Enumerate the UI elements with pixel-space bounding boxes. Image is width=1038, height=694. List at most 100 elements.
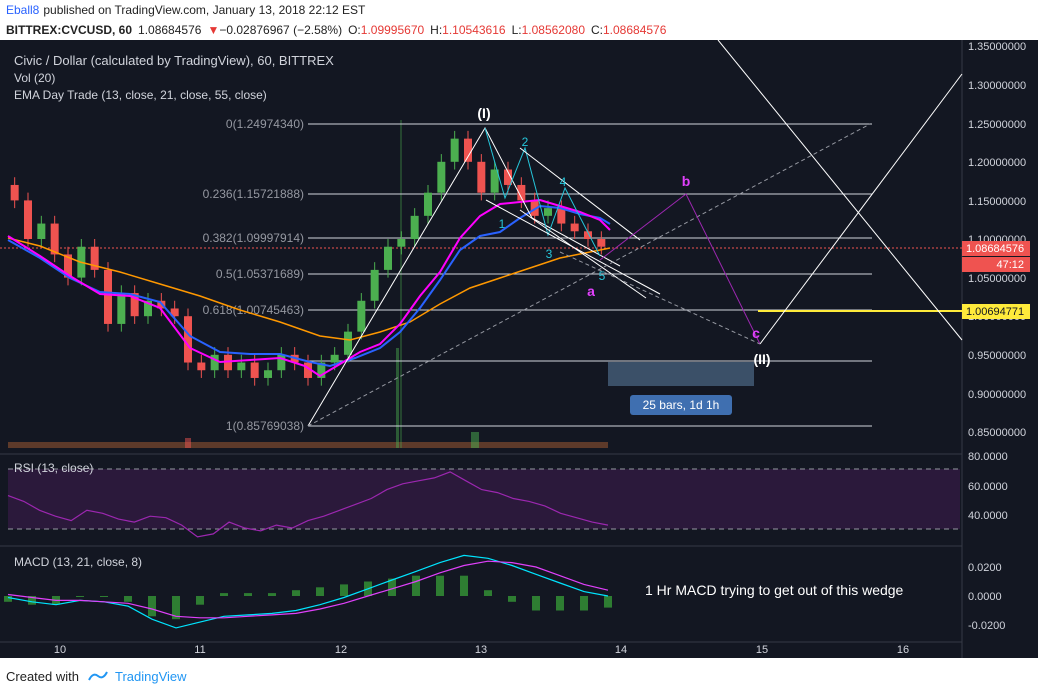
candle: [330, 354, 339, 363]
macd-legend: MACD (13, 21, close, 8): [14, 555, 142, 569]
low-value: 1.08562080: [521, 23, 585, 37]
volume-bars: [8, 120, 608, 448]
macd-hist-bar: [76, 596, 84, 597]
timer-tag-text: 47:12: [996, 259, 1024, 271]
last-price-tag-text: 1.08684576: [966, 243, 1024, 255]
rsi-line: [7, 471, 609, 538]
candle: [64, 254, 72, 278]
candle: [397, 239, 406, 247]
fib-label: 0.236(1.15721888): [203, 187, 304, 201]
macd-hist-bar: [100, 596, 108, 597]
measure-box[interactable]: [608, 362, 754, 386]
price-tick: 1.20000000: [968, 157, 1026, 169]
candle: [50, 223, 59, 255]
price-tick: 1.30000000: [968, 80, 1026, 92]
fib-label: 0(1.24974340): [226, 117, 304, 131]
price-tick: 1.25000000: [968, 119, 1026, 131]
wave-label-i: (I): [477, 105, 490, 121]
price-tick: 1.15000000: [968, 196, 1026, 208]
macd-hist-bar: [604, 596, 612, 608]
fib-retracement[interactable]: [308, 123, 872, 427]
macd-hist-bar: [148, 596, 156, 617]
candle: [184, 316, 192, 363]
price-tick: 1.35000000: [968, 41, 1026, 53]
time-tick: 13: [475, 644, 487, 656]
candle: [90, 246, 99, 270]
chart-area[interactable]: 0(1.24974340) 0.236(1.15721888) 0.382(1.…: [0, 39, 1038, 658]
candle: [424, 192, 432, 216]
macd-hist-bar: [196, 596, 204, 605]
candle: [317, 362, 326, 378]
candle: [197, 362, 206, 371]
subwave-label-3: 3: [546, 247, 553, 261]
macd-hist-bar: [388, 578, 396, 596]
time-tick: 16: [897, 644, 909, 656]
candle: [384, 246, 392, 270]
candle: [144, 300, 152, 317]
measure-label-box: [630, 395, 732, 415]
macd-pane[interactable]: [0, 548, 962, 642]
footer: Created with TradingView: [0, 658, 1038, 694]
candle: [490, 169, 499, 193]
candle: [410, 215, 419, 239]
subwave-line[interactable]: [484, 127, 601, 257]
wedge-mid-line[interactable]: [519, 209, 647, 299]
price-pane[interactable]: [0, 40, 962, 452]
rsi-tick: 60.0000: [968, 481, 1008, 493]
abc-correction-line[interactable]: [599, 193, 761, 345]
macd-hist-bar: [316, 587, 324, 596]
created-with-text: Created with: [6, 668, 79, 684]
macd-hist-bar: [124, 596, 132, 602]
candle: [597, 239, 606, 247]
price-tick: 0.85000000: [968, 427, 1026, 439]
ema21-line: [7, 204, 611, 368]
candle: [584, 231, 592, 239]
timer-tag: [962, 257, 1030, 272]
macd-hist-bar: [556, 596, 564, 611]
volume-base: [8, 442, 608, 448]
candle: [210, 354, 219, 371]
rsi-band: [8, 469, 960, 529]
fib-label: 0.5(1.05371689): [216, 267, 304, 281]
wave-label-b: b: [682, 173, 691, 189]
candle: [24, 200, 32, 239]
channel-line[interactable]: [559, 251, 761, 345]
projection-line[interactable]: [759, 73, 963, 345]
fib-label: 1(0.85769038): [226, 419, 304, 433]
chart-svg[interactable]: 0(1.24974340) 0.236(1.15721888) 0.382(1.…: [0, 39, 1038, 658]
wave-i-line[interactable]: [307, 126, 621, 427]
candle: [117, 293, 126, 324]
close-value: 1.08684576: [603, 23, 667, 37]
ema55-line: [7, 237, 611, 341]
volume-bar: [396, 348, 399, 448]
impulse-wave-lines[interactable]: [307, 39, 963, 427]
author-link[interactable]: Eball8: [6, 3, 40, 17]
last-price: 1.08684576: [138, 23, 202, 37]
wave-label-c: c: [752, 325, 760, 341]
time-axis[interactable]: 10 11 12 13 14 15 16: [54, 644, 909, 656]
publish-header: Eball8 published on TradingView.com, Jan…: [0, 0, 1038, 20]
macd-hist-bar: [28, 596, 36, 605]
wedge-upper-line[interactable]: [519, 147, 641, 241]
tradingview-link[interactable]: TradingView: [87, 669, 187, 684]
open-value: 1.09995670: [360, 23, 425, 37]
price-axis[interactable]: 1.35000000 1.30000000 1.25000000 1.20000…: [968, 41, 1026, 439]
open-label: O:: [348, 23, 361, 37]
candle: [450, 138, 459, 162]
yellow-price-tag: [962, 304, 1030, 319]
main-legend: Civic / Dollar (calculated by TradingVie…: [14, 53, 334, 68]
projection-line[interactable]: [717, 39, 963, 341]
candle: [250, 362, 259, 378]
ema-legend: EMA Day Trade (13, close, 21, close, 55,…: [14, 88, 267, 102]
channel-line[interactable]: [307, 123, 871, 427]
candle: [544, 208, 552, 216]
macd-hist-bar: [244, 593, 252, 596]
time-tick: 14: [615, 644, 627, 656]
price-tick: 1.05000000: [968, 273, 1026, 285]
volume-bar: [471, 432, 479, 448]
macd-tick: 0.0200: [968, 562, 1002, 574]
high-label: H:: [430, 23, 443, 37]
macd-hist-bar: [412, 575, 420, 596]
candle: [517, 184, 526, 201]
price-tick: 0.95000000: [968, 350, 1026, 362]
